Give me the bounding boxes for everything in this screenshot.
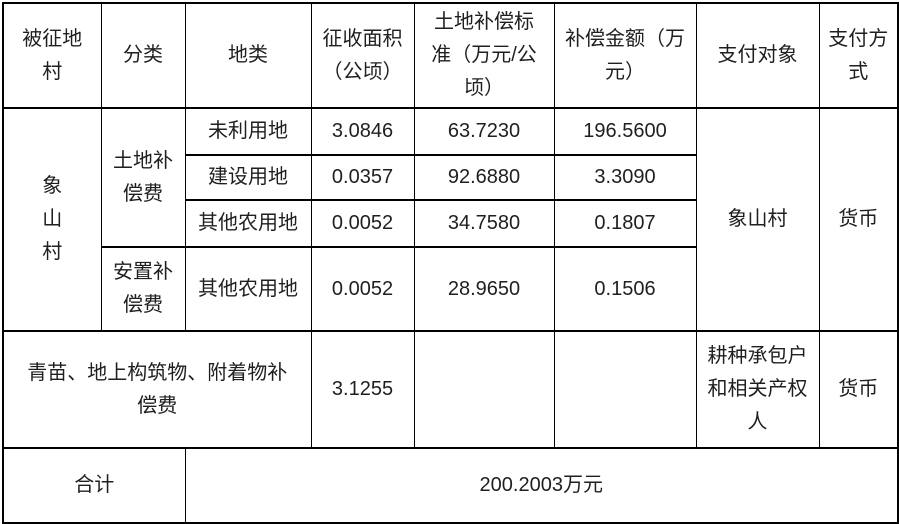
cell-area: 3.1255 [310, 330, 415, 449]
cell-area: 0.0052 [310, 199, 415, 248]
cell-standard [413, 330, 555, 449]
cell-land-type: 未利用地 [184, 107, 312, 156]
cell-standard: 92.6880 [413, 154, 555, 201]
total-row: 合计 200.2003万元 [2, 447, 899, 524]
cell-land-type: 其他农用地 [184, 246, 312, 332]
cell-total-value: 200.2003万元 [184, 447, 899, 524]
header-cell-payee: 支付对象 [695, 2, 820, 109]
cell-land-type: 其他农用地 [184, 199, 312, 248]
cell-total-label: 合计 [2, 447, 186, 524]
cell-payee: 耕种承包户 和相关产权 人 [695, 330, 820, 449]
cell-category-land-comp: 土地补 偿费 [100, 107, 186, 248]
header-cell-village: 被征地 村 [2, 2, 102, 109]
cell-pay-method: 货币 [818, 330, 899, 449]
table-row: 建设用地 0.0357 92.6880 3.3090 [3, 154, 898, 201]
crops-compensation-row: 青苗、地上构筑物、附着物补 偿费 3.1255 耕种承包户 和相关产权 人 货币 [2, 330, 899, 449]
table-row: 安置补 偿费 其他农用地 0.0052 28.9650 0.1506 [3, 246, 898, 332]
cell-payee: 象山村 [695, 107, 820, 332]
header-cell-pay-method: 支付方 式 [818, 2, 899, 109]
cell-standard: 63.7230 [413, 107, 555, 156]
cell-land-type: 建设用地 [184, 154, 312, 201]
cell-area: 0.0052 [310, 246, 415, 332]
cell-pay-method: 货币 [818, 107, 899, 332]
header-row: 被征地 村 分类 地类 征收面积 （公顷） 土地补偿标 准（万元/公 顷） 补偿… [2, 2, 899, 109]
header-cell-land-type: 地类 [184, 2, 312, 109]
header-cell-area: 征收面积 （公顷） [310, 2, 415, 109]
cell-amount: 0.1506 [553, 246, 697, 332]
cell-amount: 0.1807 [553, 199, 697, 248]
header-cell-category: 分类 [100, 2, 186, 109]
table-row: 其他农用地 0.0052 34.7580 0.1807 [3, 199, 898, 248]
cell-crops-label: 青苗、地上构筑物、附着物补 偿费 [2, 330, 312, 449]
cell-area: 0.0357 [310, 154, 415, 201]
cell-standard: 28.9650 [413, 246, 555, 332]
cell-amount [553, 330, 697, 449]
table-row: 象 山 村 土地补 偿费 未利用地 3.0846 63.7230 196.560… [2, 107, 899, 332]
cell-standard: 34.7580 [413, 199, 555, 248]
header-cell-amount: 补偿金额（万 元） [553, 2, 697, 109]
cell-category-resettle-comp: 安置补 偿费 [100, 246, 186, 332]
header-cell-standard: 土地补偿标 准（万元/公 顷） [413, 2, 555, 109]
cell-village: 象 山 村 [2, 107, 102, 332]
cell-amount: 196.5600 [553, 107, 697, 156]
cell-area: 3.0846 [310, 107, 415, 156]
cell-amount: 3.3090 [553, 154, 697, 201]
